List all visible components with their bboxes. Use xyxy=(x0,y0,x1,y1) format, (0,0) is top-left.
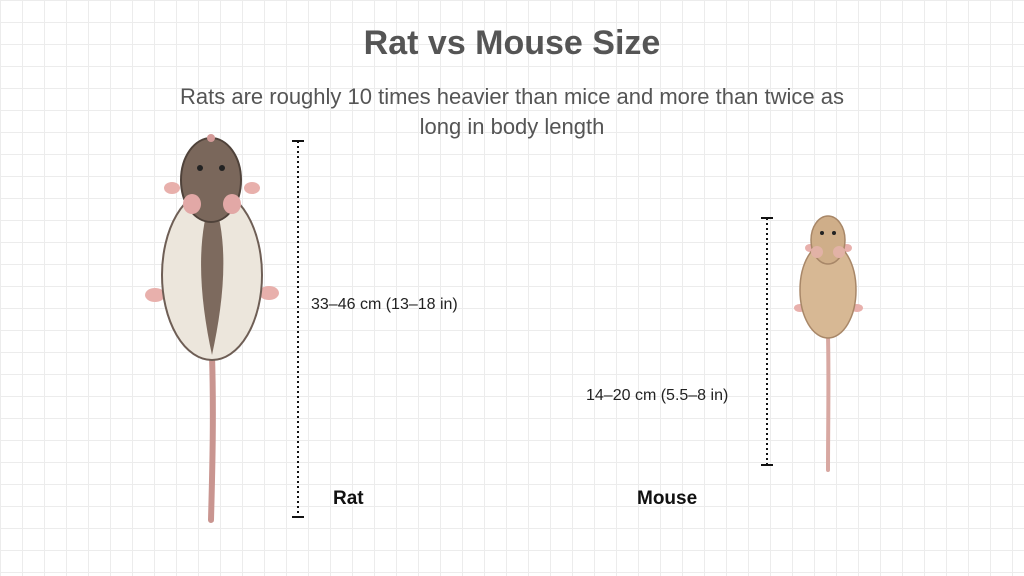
rat-size: 33–46 cm (13–18 in) xyxy=(311,296,458,313)
mouse-label: Mouse xyxy=(637,488,698,509)
rat-illustration xyxy=(145,134,279,523)
mouse-size: 14–20 cm (5.5–8 in) xyxy=(586,387,729,404)
title: Rat vs Mouse Size xyxy=(363,24,661,62)
subtitle: Rats are roughly 10 times heavier than m… xyxy=(180,84,844,139)
mouse-illustration xyxy=(794,215,863,472)
rat-label: Rat xyxy=(333,488,364,509)
